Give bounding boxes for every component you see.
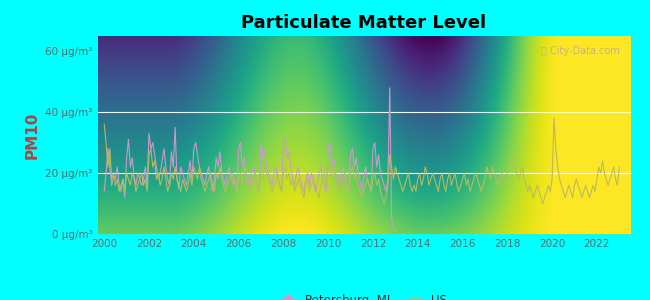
Text: Ⓠ City-Data.com: Ⓠ City-Data.com [541,46,620,56]
Y-axis label: PM10: PM10 [25,111,40,159]
Legend: Petersburg, MI, US: Petersburg, MI, US [276,289,452,300]
Title: Particulate Matter Level: Particulate Matter Level [241,14,487,32]
